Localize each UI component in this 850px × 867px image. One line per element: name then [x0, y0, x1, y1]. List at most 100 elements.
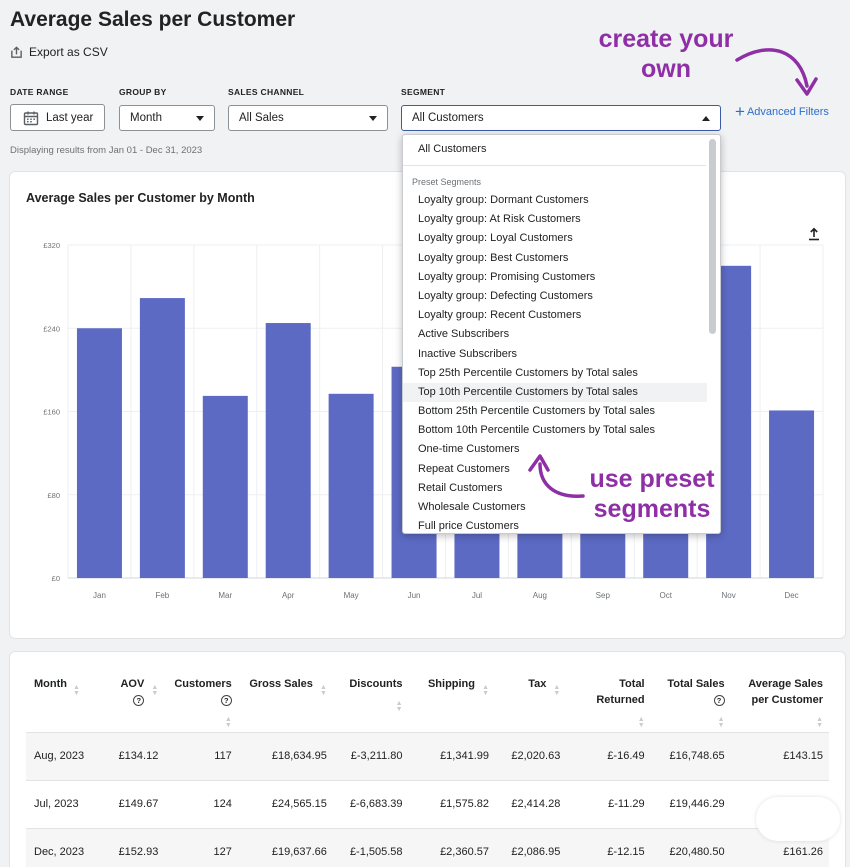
column-header-label: Customers	[174, 678, 232, 690]
dropdown-option[interactable]: Active Subscribers	[418, 328, 510, 341]
table-cell: Dec, 2023	[26, 827, 104, 867]
dropdown-divider	[403, 165, 706, 166]
dropdown-option[interactable]: Bottom 25th Percentile Customers by Tota…	[418, 405, 656, 418]
chevron-down-icon	[369, 116, 377, 121]
x-tick-label: Dec	[784, 591, 798, 600]
x-tick-label: Nov	[722, 591, 736, 600]
y-tick-label: £0	[52, 574, 60, 583]
dropdown-option[interactable]: Top 10th Percentile Customers by Total s…	[403, 382, 707, 403]
help-icon[interactable]: ?	[133, 694, 145, 706]
dropdown-option[interactable]: Wholesale Customers	[418, 501, 526, 513]
sort-icon[interactable]: ▲ ▼	[395, 700, 403, 713]
bar-apr[interactable]	[265, 323, 311, 578]
column-header[interactable]: Total Returned ▲ ▼	[566, 668, 650, 732]
chart-export-icon[interactable]	[807, 227, 821, 241]
sort-icon[interactable]: ▲ ▼	[553, 684, 561, 697]
annotation-use-preset-segments: use preset segments	[589, 465, 715, 523]
column-header[interactable]: Gross Sales ▲ ▼	[238, 668, 333, 732]
table-cell: £20,480.50	[650, 827, 731, 867]
sort-icon[interactable]: ▲ ▼	[482, 684, 489, 697]
column-header[interactable]: Month ▲ ▼	[26, 668, 104, 732]
dropdown-option-all-customers[interactable]: All Customers	[418, 143, 487, 155]
floating-action-button[interactable]	[756, 797, 840, 841]
help-icon[interactable]: ?	[713, 694, 725, 706]
table-cell: £149.67	[103, 779, 165, 828]
table-cell: £24,565.15	[237, 779, 333, 828]
dropdown-option[interactable]: Loyalty group: Defecting Customers	[418, 289, 593, 302]
column-header[interactable]: Customers ? ▲ ▼	[164, 668, 237, 732]
x-tick-label: Mar	[218, 591, 232, 600]
advanced-filters-link[interactable]: + Advanced Filters	[735, 102, 829, 121]
date-range-picker[interactable]: Last year	[10, 104, 105, 131]
table-cell: £-11.29	[566, 779, 651, 828]
calendar-icon	[23, 111, 39, 125]
dropdown-option[interactable]: Repeat Customers	[418, 462, 510, 475]
table-cell: £2,020.63	[495, 731, 567, 780]
sort-icon[interactable]: ▲ ▼	[816, 716, 823, 729]
y-tick-label: £80	[47, 491, 60, 500]
column-header-label: Month	[34, 678, 67, 690]
bar-dec[interactable]	[769, 410, 815, 578]
table-cell: £-12.15	[566, 827, 651, 867]
sort-icon[interactable]: ▲ ▼	[319, 684, 327, 697]
dropdown-option[interactable]: One-time Customers	[418, 443, 520, 456]
export-csv-button[interactable]: Export as CSV	[10, 45, 108, 59]
bar-may[interactable]	[328, 393, 374, 578]
dropdown-option[interactable]: Bottom 10th Percentile Customers by Tota…	[418, 424, 656, 437]
x-tick-label: Feb	[155, 591, 169, 600]
advanced-filters-label: Advanced Filters	[746, 106, 829, 118]
segment-label: SEGMENT	[401, 87, 446, 97]
group-by-select[interactable]: Month	[119, 105, 215, 131]
dropdown-option[interactable]: Retail Customers	[418, 481, 503, 494]
sort-icon[interactable]: ▲ ▼	[72, 684, 80, 697]
help-icon[interactable]: ?	[220, 694, 232, 706]
dropdown-option[interactable]: Loyalty group: At Risk Customers	[418, 213, 581, 226]
bar-feb[interactable]	[139, 298, 185, 578]
table-cell: £19,637.66	[237, 827, 333, 867]
sort-icon[interactable]: ▲ ▼	[717, 716, 725, 729]
column-header[interactable]: Tax ▲ ▼	[495, 668, 566, 732]
dropdown-option[interactable]: Full price Customers	[418, 520, 519, 533]
table-row: Aug, 2023 £134.12 117 £18,634.95 £-3,211.80 £…	[26, 731, 829, 780]
sort-icon[interactable]: ▲ ▼	[224, 716, 232, 729]
dropdown-option[interactable]: Loyalty group: Best Customers	[418, 251, 569, 264]
x-tick-label: Jun	[408, 591, 421, 600]
column-header-label: Gross Sales	[249, 678, 313, 690]
dropdown-option[interactable]: Top 25th Percentile Customers by Total s…	[418, 366, 638, 379]
table-row: Jul, 2023 £149.67 124 £24,565.15 £-6,683.39 £…	[26, 779, 829, 828]
column-header[interactable]: Total Sales ? ▲ ▼	[651, 668, 731, 732]
dropdown-option[interactable]: Inactive Subscribers	[418, 347, 518, 360]
table-cell: £18,634.95	[237, 731, 333, 780]
column-header[interactable]: Shipping ▲ ▼	[409, 668, 495, 732]
table-cell: £-1,505.58	[332, 827, 409, 867]
date-range-value: Last year	[46, 111, 94, 124]
column-header-label: Tax	[528, 678, 547, 690]
dropdown-option[interactable]: Loyalty group: Promising Customers	[418, 270, 596, 283]
dropdown-option[interactable]: Loyalty group: Recent Customers	[418, 309, 582, 322]
table-cell: £2,086.95	[495, 827, 567, 867]
sort-icon[interactable]: ▲ ▼	[151, 684, 159, 697]
segment-select[interactable]: All Customers	[401, 105, 721, 131]
plus-icon: +	[735, 102, 745, 121]
x-tick-label: Oct	[659, 591, 672, 600]
sales-channel-select[interactable]: All Sales	[228, 105, 388, 131]
dropdown-option[interactable]: Loyalty group: Loyal Customers	[418, 232, 573, 245]
table-cell: 117	[164, 731, 238, 780]
bar-mar[interactable]	[202, 395, 248, 578]
chevron-up-icon	[702, 116, 710, 121]
dropdown-scrollbar[interactable]	[709, 139, 716, 334]
column-header-label: Discounts	[349, 678, 403, 690]
column-header[interactable]: Discounts ▲ ▼	[333, 668, 409, 732]
date-range-summary: Displaying results from Jan 01 - Dec 31,…	[10, 145, 203, 156]
bar-jan[interactable]	[76, 328, 122, 578]
dropdown-option[interactable]: Loyalty group: Dormant Customers	[418, 194, 589, 206]
export-icon	[11, 45, 22, 58]
sort-icon[interactable]: ▲ ▼	[637, 716, 645, 729]
table-cell: £-3,211.80	[332, 731, 409, 780]
x-tick-label: Jan	[93, 591, 106, 600]
column-header[interactable]: AOV ? ▲ ▼	[104, 668, 165, 732]
page-title: Average Sales per Customer	[10, 8, 296, 31]
table-cell: £152.93	[103, 827, 165, 867]
table-cell: 124	[164, 779, 238, 828]
column-header[interactable]: Average Sales per Customer ▲ ▼	[731, 668, 829, 732]
